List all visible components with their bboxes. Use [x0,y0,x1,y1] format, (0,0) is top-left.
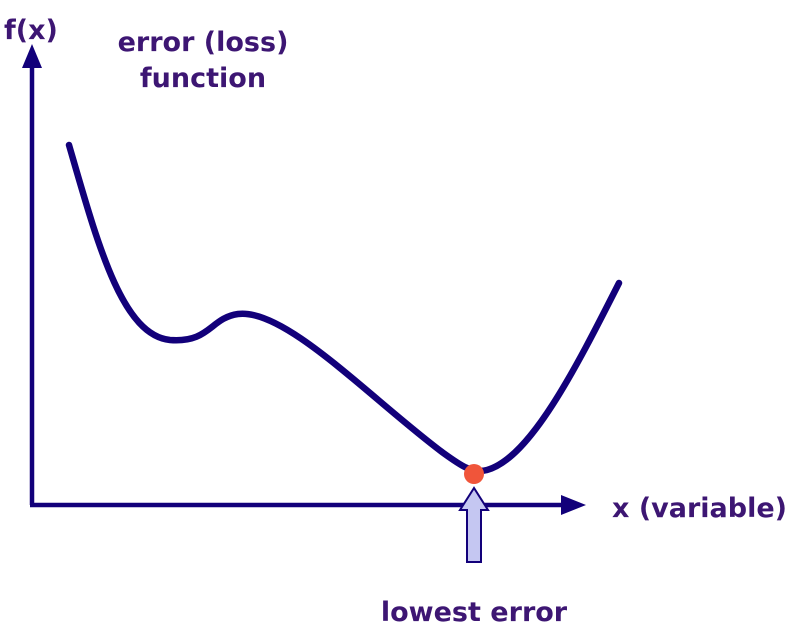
minimum-point-marker [464,464,484,484]
loss-curve [65,141,623,475]
x-axis-arrowhead [561,495,586,515]
curve-label-line-2: function [140,63,266,94]
minimum-label: lowest error [381,597,568,628]
y-axis-arrowhead [22,44,42,68]
curve-label-line-1: error (loss) [118,27,289,58]
minimum-pointer-arrow [458,486,490,563]
y-axis-label: f(x) [4,15,58,46]
x-axis [30,495,586,515]
y-axis [22,44,42,505]
x-axis-label: x (variable) [612,493,787,524]
